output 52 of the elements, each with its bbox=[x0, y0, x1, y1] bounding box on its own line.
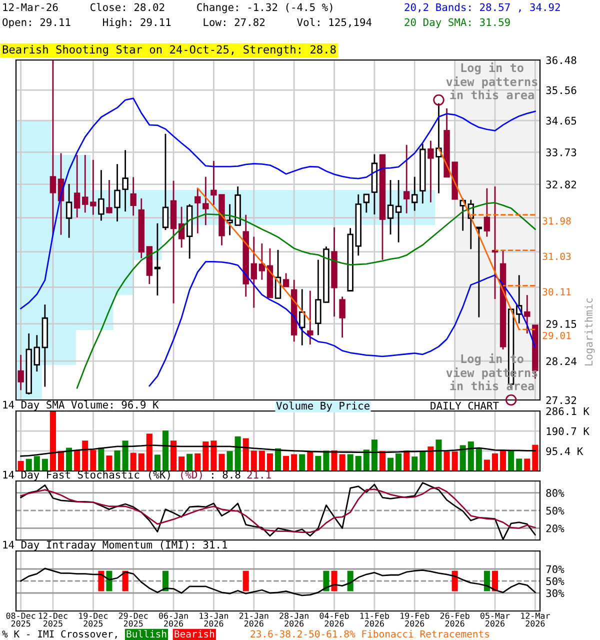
y-tick-label: 80% bbox=[546, 489, 564, 497]
x-tick-label: 05-Mar 2026 bbox=[480, 612, 510, 627]
y-tick-label: 286.1 K bbox=[546, 407, 590, 416]
text: 20 Day SMA: 31.59 bbox=[404, 18, 510, 28]
y-tick-label: 34.65 bbox=[546, 116, 576, 125]
text: % K - IMI Crossover, bbox=[2, 630, 117, 639]
x-tick-label: 12-Mar 2026 bbox=[521, 612, 550, 627]
x-tick-label: 26-Feb 2026 bbox=[440, 612, 470, 627]
y-tick-label: 190.7 K bbox=[546, 427, 590, 436]
x-tick-label: 29-Dec 2025 bbox=[118, 612, 148, 627]
x-tick-label: 13-Jan 2026 bbox=[200, 612, 228, 627]
y-tick-label: 32.82 bbox=[546, 180, 576, 188]
y-tick-label: 95.4 K bbox=[546, 447, 584, 456]
text: 14 Day SMA Volume: 96.9 K bbox=[3, 400, 159, 411]
y-tick-label: 29.15 bbox=[546, 320, 576, 328]
text: Bearish bbox=[174, 630, 214, 638]
x-tick-label: 21-Jan 2026 bbox=[239, 612, 268, 627]
chart-title: 14 Day Intraday Momentum (IMI): 31.1 bbox=[3, 540, 228, 551]
chart-title: Bearish Shooting Star on 24-Oct-25, Strength: 28.8 bbox=[2, 45, 336, 56]
text: DAILY CHART bbox=[430, 402, 499, 410]
x-tick-label: 06-Jan 2026 bbox=[159, 612, 188, 627]
x-tick-label: 19-Dec 2025 bbox=[79, 612, 108, 627]
text: 20,2 Bands: 28.57 , 34.92 bbox=[404, 3, 560, 12]
y-tick-label: 30% bbox=[546, 589, 564, 598]
text: Bullish bbox=[126, 630, 166, 638]
annotation: Log in to view patterns in this area bbox=[446, 62, 538, 100]
x-tick-label: 28-Jan 2026 bbox=[280, 612, 308, 627]
y-axis-title: Logarithmic bbox=[584, 298, 595, 366]
x-tick-label: 11-Feb 2026 bbox=[360, 612, 389, 627]
x-tick-label: 12-Dec 2025 bbox=[38, 612, 68, 627]
y-tick-label: 20% bbox=[546, 524, 564, 532]
text: 12-Mar-26 Close: 28.02 Change: -1.32 (-4.5 %) bbox=[3, 3, 332, 14]
y-tick-label: 28.24 bbox=[546, 357, 576, 366]
text: Volume By Price bbox=[276, 402, 370, 412]
text: (%D) bbox=[181, 470, 202, 480]
y-tick-label: 33.73 bbox=[546, 148, 576, 156]
annotation: 21.1 bbox=[247, 470, 271, 478]
x-tick-label: 19-Feb 2026 bbox=[400, 612, 430, 627]
y-tick-label: 50% bbox=[546, 577, 564, 586]
y-tick-label: 36.48 bbox=[546, 56, 576, 64]
x-tick-label: 08-Dec 2025 bbox=[6, 612, 36, 627]
data-label: 31.98 bbox=[542, 217, 571, 225]
x-tick-label: 04-Feb 2026 bbox=[320, 612, 349, 627]
text: Open: 29.11 High: 29.11 Low: 27.82 Vol: 125,194 bbox=[2, 18, 372, 28]
y-tick-label: 27.32 bbox=[546, 396, 576, 404]
data-label: 31.03 bbox=[542, 252, 571, 260]
data-label: 30.11 bbox=[542, 288, 571, 296]
y-tick-label: 35.56 bbox=[546, 86, 576, 94]
data-label: 29.01 bbox=[542, 332, 571, 340]
y-tick-label: 70% bbox=[546, 565, 564, 574]
y-tick-label: 50% bbox=[546, 506, 564, 515]
text: 23.6-38.2-50-61.8% Fibonacci Retracements bbox=[250, 630, 490, 638]
